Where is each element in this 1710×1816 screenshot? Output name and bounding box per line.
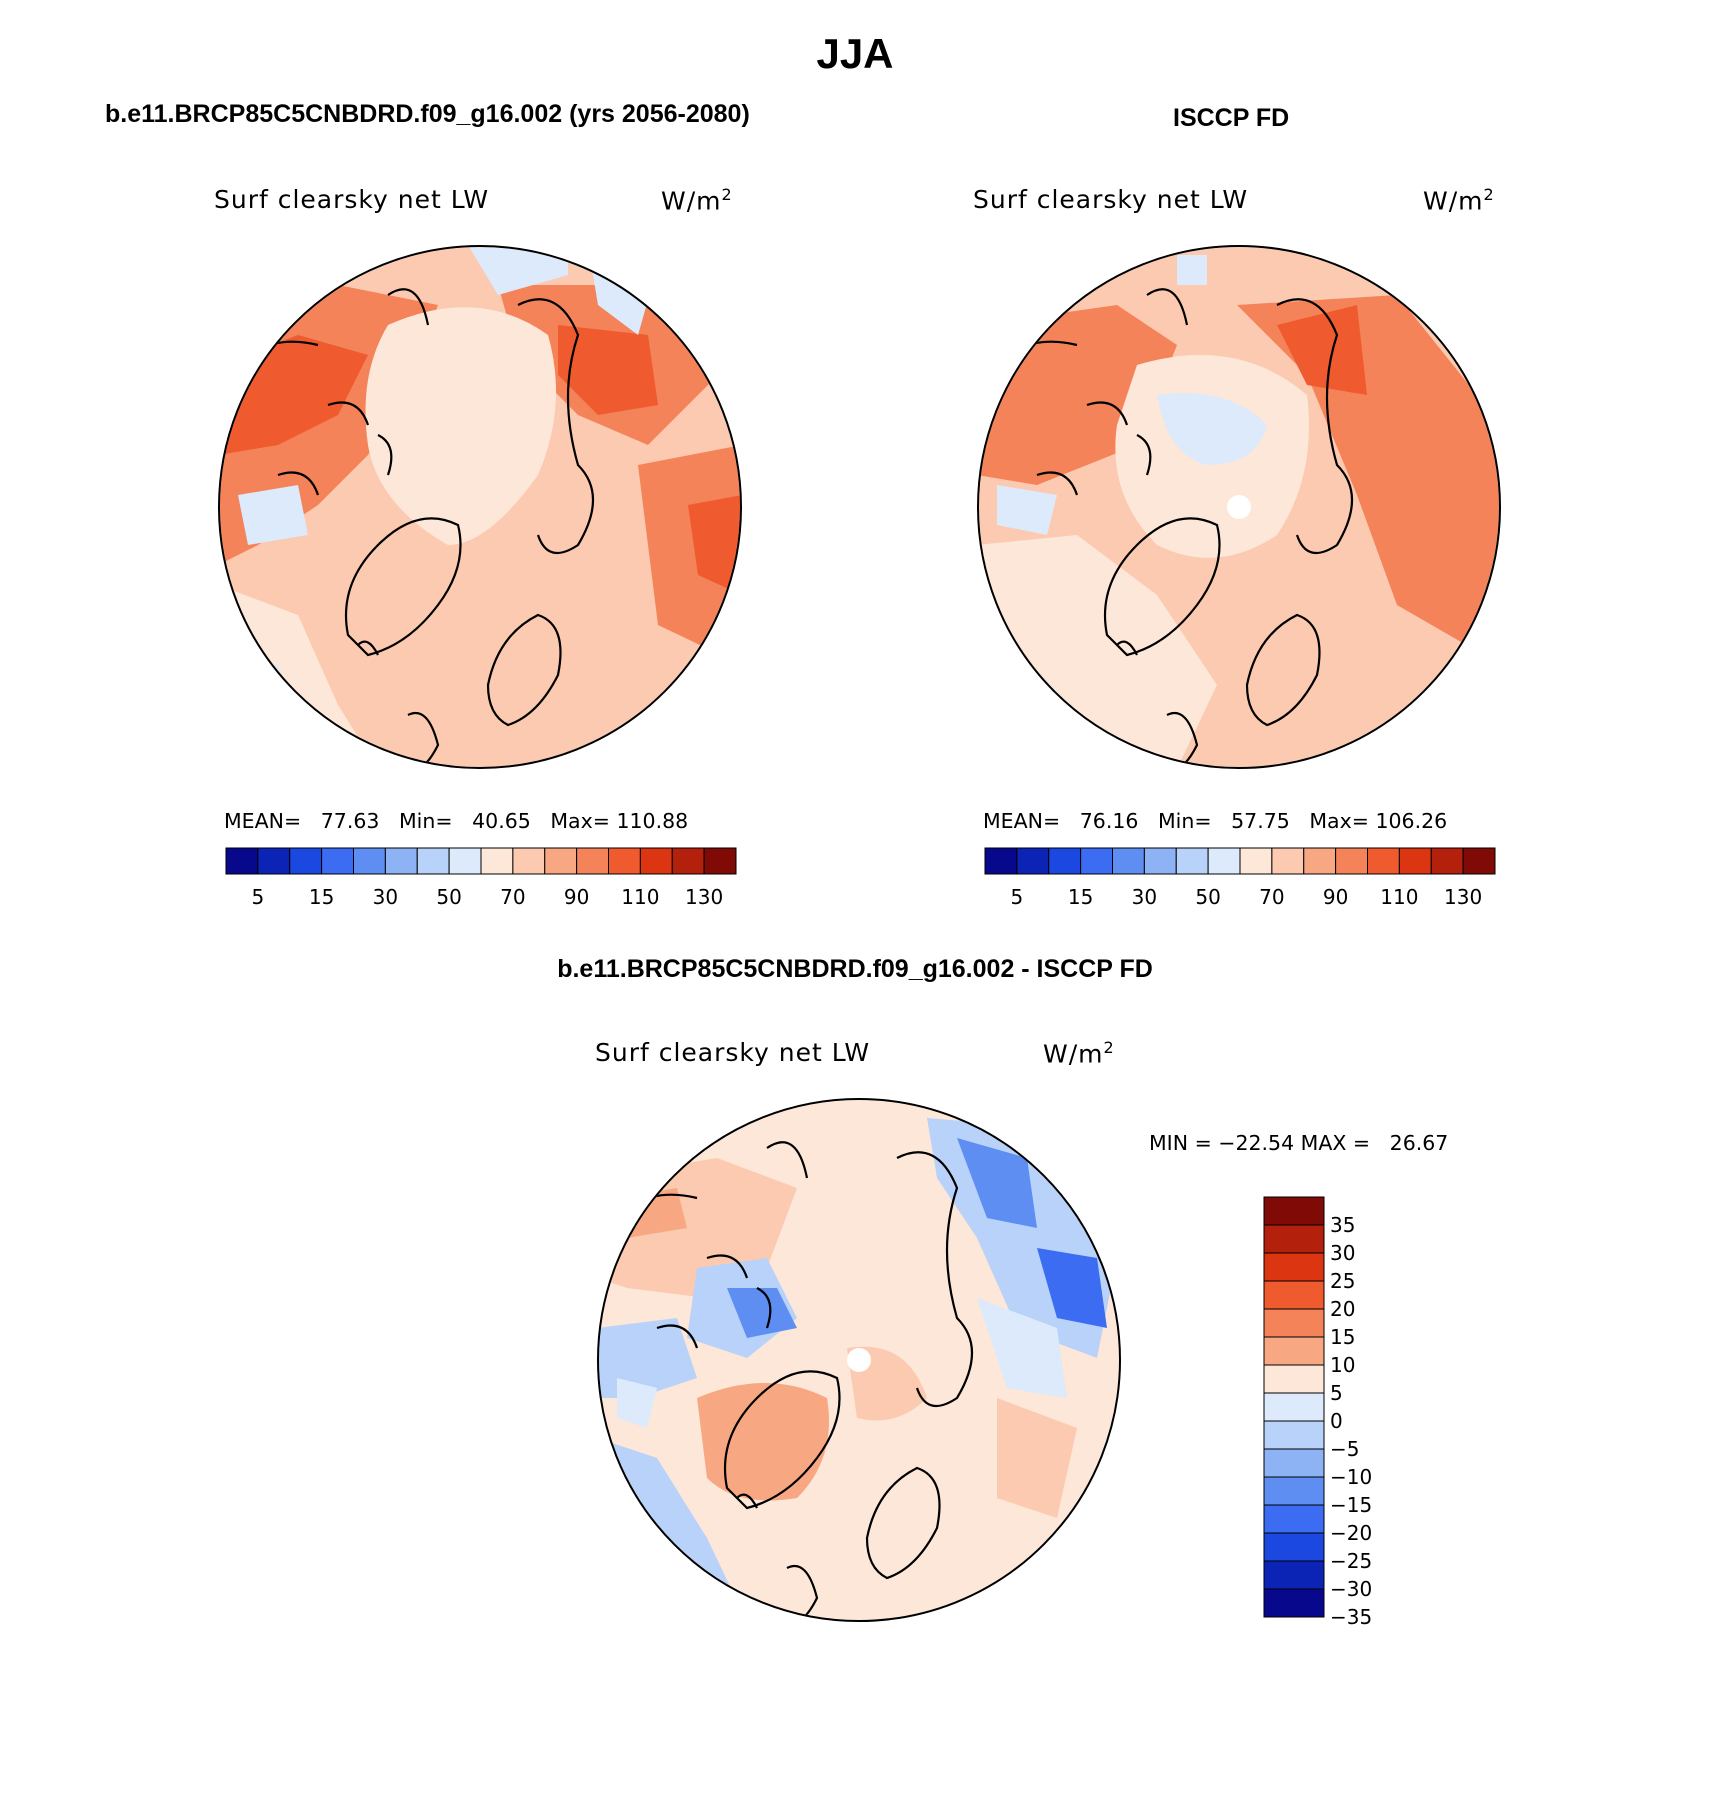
colorbar-swatch <box>1271 847 1305 875</box>
colorbar-swatch <box>1263 1588 1325 1618</box>
colorbar-tick-label: −10 <box>1330 1465 1373 1489</box>
colorbar-tick-label: 90 <box>563 885 590 909</box>
colorbar-swatch <box>1303 847 1337 875</box>
diff-polar-map <box>597 1098 1121 1622</box>
colorbar-swatch <box>257 847 291 875</box>
colorbar-tick-label: 30 <box>1131 885 1158 909</box>
colorbar-swatch <box>1263 1560 1325 1590</box>
colorbar-tick-label: −20 <box>1330 1521 1373 1545</box>
colorbar-tick-label: 70 <box>1259 885 1285 909</box>
colorbar-swatch <box>448 847 482 875</box>
colorbar-tick-label: 5 <box>1330 1381 1343 1405</box>
colorbar-swatch <box>1263 1224 1325 1254</box>
colorbar-swatch <box>1263 1280 1325 1310</box>
colorbar-swatch <box>289 847 323 875</box>
colorbar-tick-label: 0 <box>1330 1409 1343 1433</box>
model-polar-map <box>218 245 742 769</box>
colorbar-swatch <box>1239 847 1273 875</box>
colorbar-swatch <box>639 847 673 875</box>
colorbar-tick-label: −30 <box>1330 1577 1373 1601</box>
colorbar-tick-label: −5 <box>1330 1437 1360 1461</box>
colorbar-tick-label: 30 <box>1330 1241 1356 1265</box>
colorbar-tick-label: 35 <box>1330 1213 1356 1237</box>
colorbar-swatch <box>1016 847 1050 875</box>
diff-panel-title: b.e11.BRCP85C5CNBDRD.f09_g16.002 - ISCCP… <box>557 955 1153 983</box>
colorbar-swatch <box>1263 1420 1325 1450</box>
diff-colorbar <box>1263 1196 1325 1618</box>
colorbar-swatch <box>1263 1476 1325 1506</box>
colorbar-swatch <box>576 847 609 875</box>
colorbar-tick-label: 130 <box>1444 885 1483 909</box>
colorbar-tick-label: 30 <box>372 885 399 909</box>
colorbar-swatch <box>1048 847 1082 875</box>
colorbar-tick-label: 5 <box>1010 885 1024 909</box>
colorbar-tick-label: −25 <box>1330 1549 1373 1573</box>
colorbar-tick-label: 130 <box>685 885 724 909</box>
colorbar-swatch <box>1335 847 1368 875</box>
colorbar-tick-label: 70 <box>500 885 526 909</box>
diff-variable-label: Surf clearsky net LW <box>595 1038 871 1067</box>
obs-variable-label: Surf clearsky net LW <box>973 185 1249 214</box>
model-stats: MEAN= 77.63 Min= 40.65 Max= 110.88 <box>224 809 689 833</box>
colorbar-tick-label: 20 <box>1330 1297 1356 1321</box>
colorbar-swatch <box>1175 847 1209 875</box>
colorbar-tick-label: 25 <box>1330 1269 1356 1293</box>
colorbar-tick-label: 90 <box>1322 885 1349 909</box>
obs-panel-title: ISCCP FD <box>1173 104 1290 132</box>
colorbar-swatch <box>1143 847 1177 875</box>
colorbar-tick-label: 50 <box>436 885 462 909</box>
colorbar-swatch <box>544 847 578 875</box>
model-variable-label: Surf clearsky net LW <box>214 185 490 214</box>
colorbar-tick-label: −15 <box>1330 1493 1373 1517</box>
colorbar-tick-label: 15 <box>1330 1325 1356 1349</box>
colorbar-swatch <box>321 847 354 875</box>
colorbar-tick-label: 15 <box>308 885 335 909</box>
colorbar-swatch <box>225 847 259 875</box>
diff-units-label: W/m2 <box>1043 1038 1115 1069</box>
obs-polar-map <box>977 245 1501 769</box>
colorbar-swatch <box>1367 847 1400 875</box>
colorbar-swatch <box>416 847 450 875</box>
colorbar-swatch <box>608 847 641 875</box>
obs-stats: MEAN= 76.16 Min= 57.75 Max= 106.26 <box>983 809 1448 833</box>
obs-colorbar <box>984 847 1496 875</box>
colorbar-swatch <box>353 847 386 875</box>
model-colorbar <box>225 847 737 875</box>
model-units-label: W/m2 <box>661 185 733 216</box>
colorbar-swatch <box>1112 847 1145 875</box>
colorbar-swatch <box>1263 1364 1325 1394</box>
colorbar-tick-label: 5 <box>251 885 265 909</box>
colorbar-swatch <box>1207 847 1241 875</box>
colorbar-swatch <box>1263 1308 1325 1338</box>
colorbar-swatch <box>512 847 546 875</box>
colorbar-tick-label: 110 <box>621 885 660 909</box>
colorbar-swatch <box>671 847 705 875</box>
colorbar-swatch <box>1263 1504 1325 1534</box>
diff-minmax: MIN = −22.54 MAX = 26.67 <box>1149 1131 1449 1155</box>
obs-units-label: W/m2 <box>1423 185 1495 216</box>
colorbar-swatch <box>1080 847 1113 875</box>
colorbar-swatch <box>1263 1336 1325 1366</box>
model-panel-title: b.e11.BRCP85C5CNBDRD.f09_g16.002 (yrs 20… <box>105 100 750 128</box>
colorbar-tick-label: 15 <box>1067 885 1094 909</box>
colorbar-swatch <box>1263 1252 1325 1282</box>
colorbar-swatch <box>1430 847 1464 875</box>
colorbar-swatch <box>1263 1532 1325 1562</box>
colorbar-tick-label: 50 <box>1195 885 1221 909</box>
colorbar-swatch <box>984 847 1018 875</box>
colorbar-swatch <box>1263 1392 1325 1422</box>
colorbar-swatch <box>703 847 737 875</box>
colorbar-tick-label: −35 <box>1330 1605 1373 1629</box>
colorbar-swatch <box>480 847 514 875</box>
colorbar-tick-label: 10 <box>1330 1353 1356 1377</box>
colorbar-swatch <box>1462 847 1496 875</box>
colorbar-swatch <box>1398 847 1432 875</box>
colorbar-tick-label: 110 <box>1380 885 1419 909</box>
colorbar-swatch <box>1263 1448 1325 1478</box>
colorbar-swatch <box>1263 1196 1325 1226</box>
colorbar-swatch <box>384 847 418 875</box>
figure-title: JJA <box>816 30 894 77</box>
